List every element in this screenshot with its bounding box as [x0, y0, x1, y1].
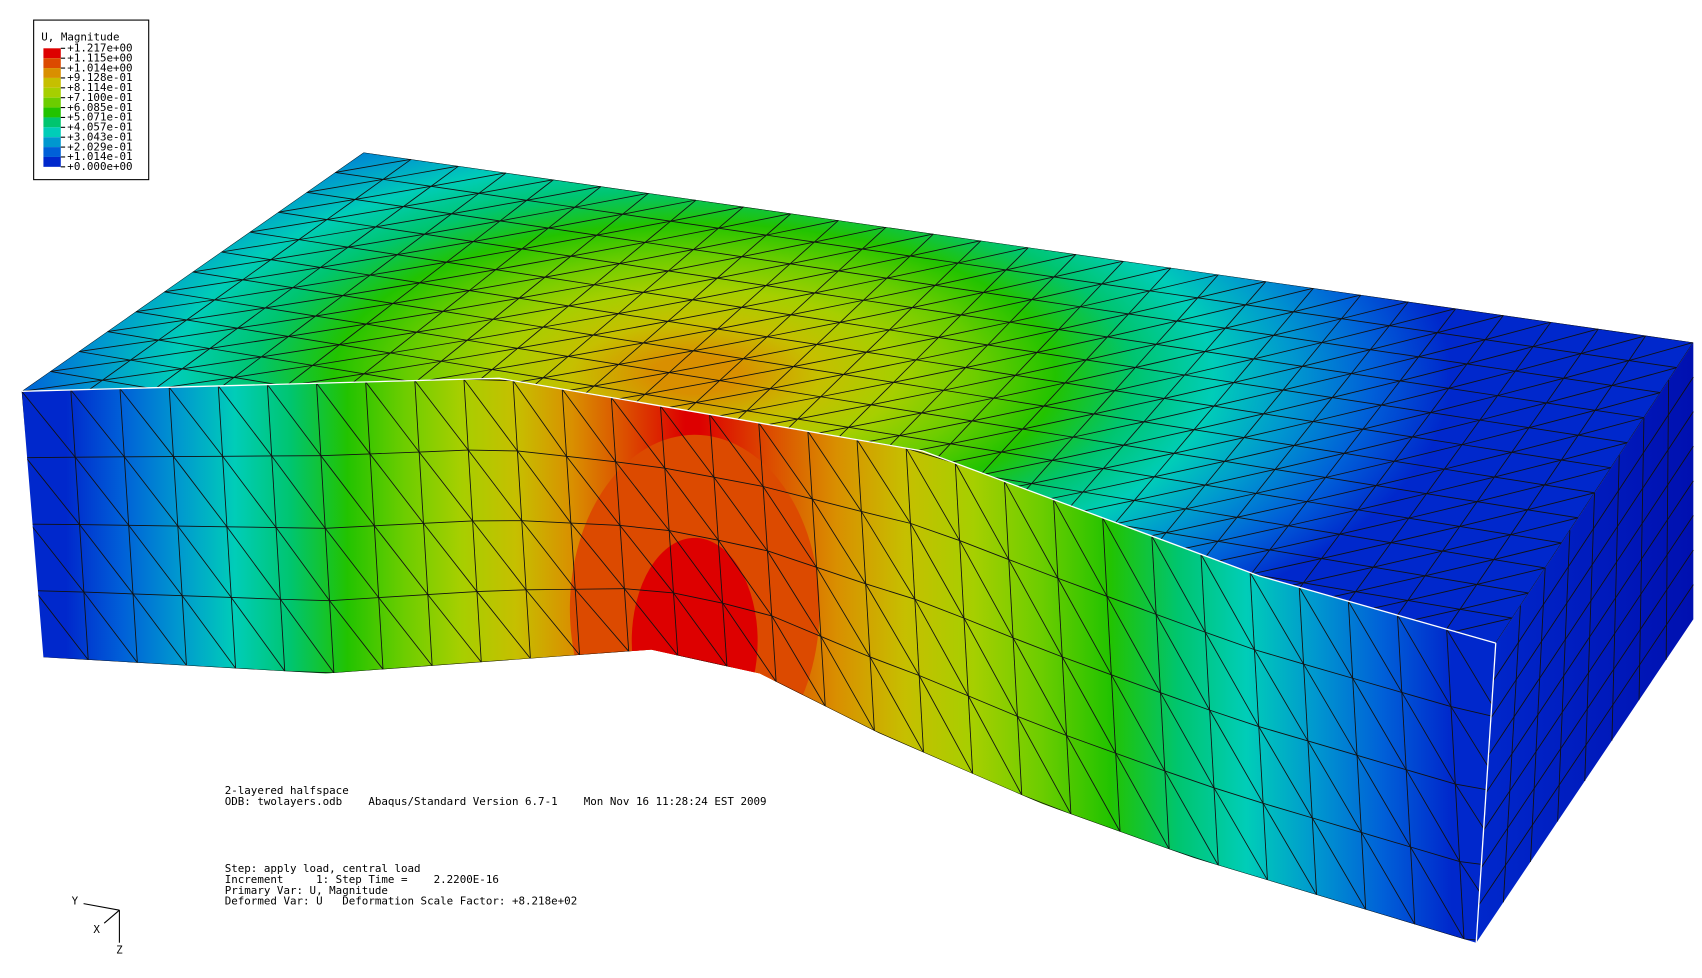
legend-swatch [43, 147, 61, 157]
triad-label: Z [116, 944, 123, 957]
legend-swatch [43, 97, 61, 108]
triad-label: X [93, 923, 100, 936]
edge [21, 377, 1496, 644]
legend-swatch [43, 68, 61, 78]
edge [1475, 643, 1497, 943]
legend-swatch [43, 127, 61, 138]
contour [569, 434, 820, 783]
legend-label: +8.114e-01 [67, 81, 132, 94]
info-line: 2-layered halfspace [225, 784, 349, 797]
top-face [21, 152, 1694, 644]
status-line: Step: apply load, central load [225, 862, 421, 875]
status-line: Deformed Var: U Deformation Scale Factor… [225, 895, 578, 908]
legend-label: +1.115e+00 [67, 51, 132, 64]
triad-axis [83, 903, 120, 911]
legend-label: +6.085e-01 [67, 101, 132, 114]
legend-label: +1.014e-01 [67, 150, 132, 163]
legend-label: +5.071e-01 [67, 111, 132, 124]
legend-label: +2.029e-01 [67, 140, 132, 153]
legend-label: +7.100e-01 [67, 91, 132, 104]
legend-swatch [43, 117, 61, 128]
triad-axis [103, 909, 120, 924]
legend-swatch [43, 48, 61, 59]
triad: Y X Z [72, 895, 124, 957]
status-line: Primary Var: U, Magnitude [225, 884, 388, 897]
triad-label: Y [72, 895, 79, 908]
legend-label: +0.000e+00 [67, 160, 132, 173]
legend-label: +1.217e+00 [67, 42, 132, 55]
legend-swatch [43, 77, 61, 88]
legend-label: +9.128e-01 [67, 71, 132, 84]
legend-swatch [43, 58, 61, 69]
legend-swatch [43, 137, 61, 148]
legend-label: +3.043e-01 [67, 130, 132, 143]
legend-swatch [43, 156, 61, 167]
model [21, 152, 1694, 943]
legend-swatch [43, 107, 61, 118]
status-line: Increment 1: Step Time = 2.2200E-16 [225, 873, 499, 886]
legend-label: +1.014e+00 [67, 61, 132, 74]
info: 2-layered halfspace ODB: twolayers.odb A… [225, 784, 767, 908]
legend-title: U, Magnitude [41, 31, 119, 44]
legend-label: +4.057e-01 [67, 121, 132, 134]
side-face [1476, 342, 1694, 943]
info-line: ODB: twolayers.odb Abaqus/Standard Versi… [225, 795, 767, 808]
legend: U, Magnitude +1.217e+00+1.115e+00+1.014e… [33, 19, 150, 181]
legend-swatch [43, 87, 61, 98]
